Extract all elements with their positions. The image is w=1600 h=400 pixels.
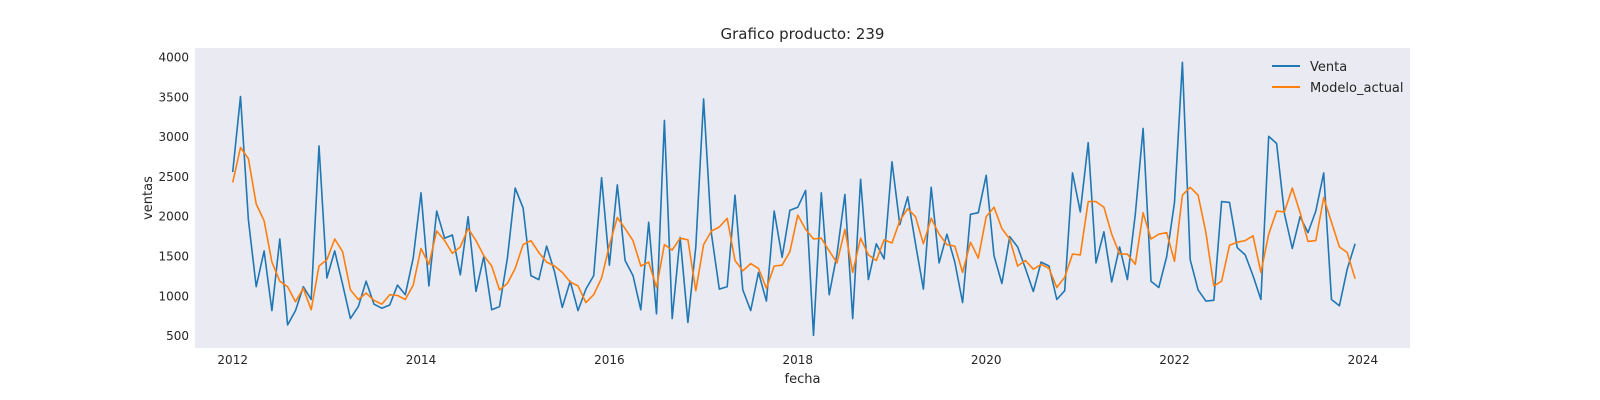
y-axis-label: ventas [141, 176, 156, 220]
x-tick-label: 2020 [971, 353, 1002, 367]
y-tick-label: 4000 [158, 51, 189, 65]
x-tick-label: 2012 [217, 353, 248, 367]
x-axis-label: fecha [785, 372, 821, 387]
x-tick-label: 2024 [1348, 353, 1379, 367]
y-tick-label: 1500 [158, 250, 189, 264]
legend-label: Venta [1310, 60, 1347, 75]
series-layer [231, 61, 1356, 337]
x-tick-labels: 2012 2014 2016 2018 2020 2022 2024 [217, 353, 1378, 367]
y-tick-labels: 500 1000 1500 2000 2500 3000 3500 4000 [158, 51, 189, 344]
y-tick-label: 2500 [158, 170, 189, 184]
y-tick-label: 1000 [158, 289, 189, 303]
x-tick-label: 2022 [1159, 353, 1190, 367]
x-tick-label: 2014 [406, 353, 437, 367]
y-tick-label: 2000 [158, 210, 189, 224]
series-line-modelo-actual [231, 146, 1356, 311]
y-tick-label: 500 [166, 329, 189, 343]
y-tick-label: 3000 [158, 130, 189, 144]
x-tick-label: 2018 [783, 353, 814, 367]
legend: Venta Modelo_actual [1272, 60, 1404, 96]
y-tick-label: 3500 [158, 90, 189, 104]
chart-title: Grafico producto: 239 [721, 25, 885, 43]
legend-label: Modelo_actual [1310, 81, 1404, 96]
x-tick-label: 2016 [594, 353, 625, 367]
series-line-venta [231, 61, 1356, 337]
